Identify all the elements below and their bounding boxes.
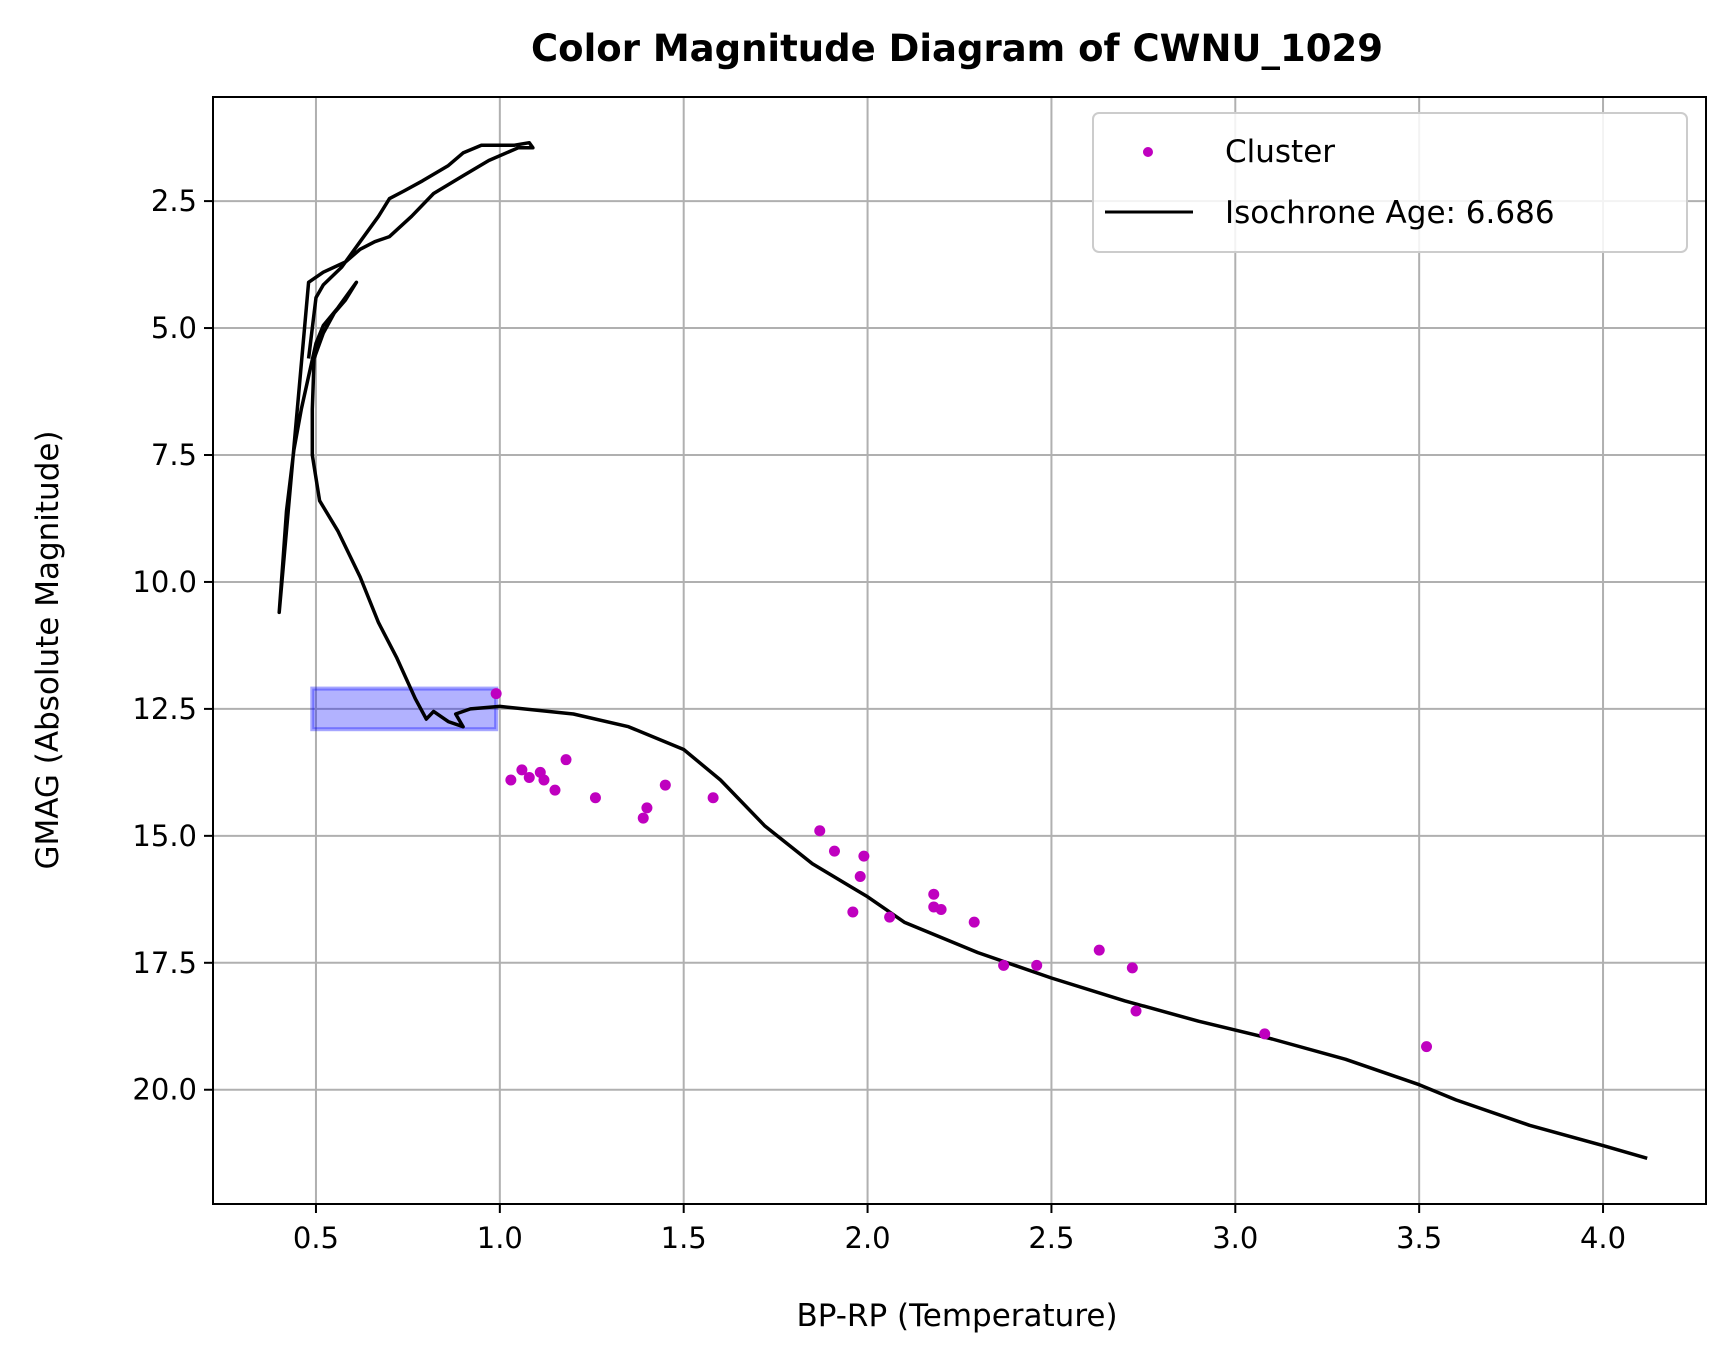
x-tick-label: 2.5 [1028,1221,1074,1255]
legend-box [1092,112,1688,253]
legend-marker-cluster [1143,147,1153,157]
isochrone-layer [277,140,1648,1160]
cluster-point [814,825,826,837]
x-tick-label: 3.5 [1396,1221,1442,1255]
y-tick-label: 20.0 [132,1073,197,1107]
cluster-point [641,802,653,814]
isochrone-line [277,140,1648,1160]
cluster-point [1130,1005,1142,1017]
cluster-point [935,903,947,915]
chart-title: Color Magnitude Diagram of CWNU_1029 [531,27,1383,70]
cluster-point [589,792,601,804]
cluster-point [560,754,572,766]
cluster-point [1031,959,1043,971]
cluster-point [847,906,859,918]
y-axis-label: GMAG (Absolute Magnitude) [30,430,66,869]
cluster-point [505,774,517,786]
y-tick-label: 7.5 [151,438,197,472]
cluster-point [854,870,866,882]
plot-frame [212,96,1707,1205]
cluster-point [538,774,550,786]
x-tick-label: 4.0 [1580,1221,1626,1255]
cluster-point [858,850,870,862]
cluster-point [707,792,719,804]
cluster-point [1126,962,1138,974]
cluster-point [1259,1028,1271,1040]
cluster-point [490,688,502,700]
x-tick-label: 1.5 [661,1221,707,1255]
cluster-point [637,812,649,824]
cluster-point [523,771,535,783]
legend-label-isochrone: Isochrone Age: 6.686 [1225,195,1555,231]
y-tick-label: 15.0 [132,819,197,853]
y-tick-label: 5.0 [151,311,197,345]
cluster-point [516,764,528,776]
gridlines [213,97,1706,1204]
cluster-point [549,784,561,796]
cluster-point [828,845,840,857]
y-tick-label: 2.5 [151,184,197,218]
x-tick-label: 0.5 [293,1221,339,1255]
x-axis-label: BP-RP (Temperature) [796,1298,1117,1334]
y-tick-label: 17.5 [132,946,197,980]
x-tick-label: 3.0 [1212,1221,1258,1255]
cluster-point [998,959,1010,971]
cluster-point [1421,1041,1433,1053]
x-axis-ticks: 0.5 1.0 1.5 2.0 2.5 3.0 3.5 4.0 [293,1204,1626,1255]
cluster-point [1093,944,1105,956]
y-axis-ticks: 2.5 5.0 7.5 10.0 12.5 15.0 17.5 20.0 [132,184,213,1107]
legend-label-cluster: Cluster [1225,134,1335,170]
legend: Cluster Isochrone Age: 6.686 [1092,112,1688,253]
cluster-point [968,916,980,928]
cluster-point [884,911,896,923]
cluster-point [659,779,671,791]
cluster-point [928,888,940,900]
y-tick-label: 12.5 [132,692,197,726]
cluster-points [490,688,1433,1053]
x-tick-label: 1.0 [477,1221,523,1255]
y-tick-label: 10.0 [132,565,197,599]
x-tick-label: 2.0 [845,1221,891,1255]
